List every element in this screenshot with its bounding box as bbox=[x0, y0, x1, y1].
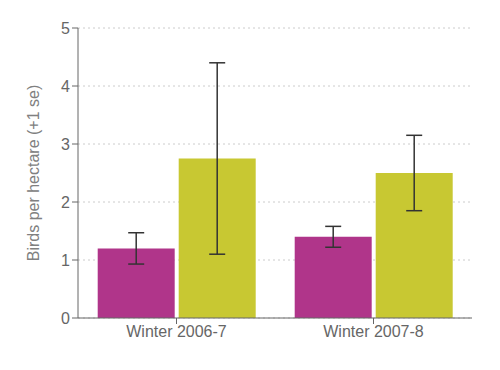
svg-text:Winter 2006-7: Winter 2006-7 bbox=[126, 323, 227, 340]
svg-text:0: 0 bbox=[61, 310, 70, 327]
svg-text:Winter 2007-8: Winter 2007-8 bbox=[323, 323, 424, 340]
svg-text:Birds per hectare (+1 se): Birds per hectare (+1 se) bbox=[25, 85, 42, 262]
svg-text:5: 5 bbox=[61, 20, 70, 37]
svg-text:3: 3 bbox=[61, 136, 70, 153]
svg-text:1: 1 bbox=[61, 252, 70, 269]
svg-text:2: 2 bbox=[61, 194, 70, 211]
svg-text:4: 4 bbox=[61, 78, 70, 95]
